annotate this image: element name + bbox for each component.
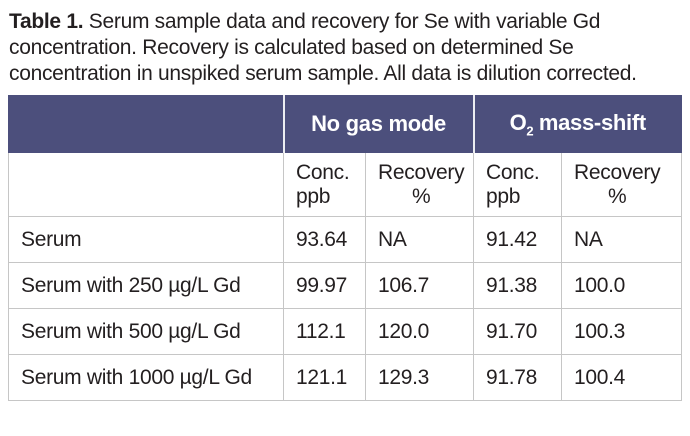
cell-no-gas-recovery: 129.3 [365,354,474,401]
conc-label-line1: Conc. [296,160,350,184]
group-header-row: No gas mode O2 mass-shift [8,95,683,153]
o2-symbol: O [509,109,527,135]
recovery-label-line2: % [411,184,431,208]
table-caption: Table 1. Serum sample data and recovery … [0,0,662,87]
table-caption-text: Serum sample data and recovery for Se wi… [9,10,637,85]
cell-o2-conc: 91.42 [473,216,562,263]
table-row: Serum 93.64 NA 91.42 NA [8,216,683,263]
row-label: Serum with 250 µg/L Gd [8,262,284,309]
cell-no-gas-recovery: 106.7 [365,262,474,309]
table-row: Serum with 250 µg/L Gd 99.97 106.7 91.38… [8,262,683,309]
row-label: Serum [8,216,284,263]
conc-label-line2: ppb [296,184,331,208]
subheader-empty-cell [8,152,284,217]
subheader-o2-recovery: Recovery% [560,152,683,217]
row-label: Serum with 500 µg/L Gd [8,308,284,355]
group-header-o2-mass-shift: O2 mass-shift [472,95,683,153]
subheader-o2-conc: Conc. ppb [473,152,562,217]
cell-no-gas-conc: 121.1 [283,354,366,401]
cell-o2-conc: 91.70 [473,308,562,355]
conc-label-line2: ppb [486,184,521,208]
cell-no-gas-conc: 99.97 [283,262,366,309]
recovery-label-line1: Recovery [574,160,661,184]
o2-mass-shift-label: mass-shift [538,109,646,135]
cell-no-gas-conc: 112.1 [283,308,366,355]
subheader-no-gas-conc: Conc. ppb [283,152,366,217]
recovery-label-line1: Recovery [378,160,465,184]
o2-subscript: 2 [526,123,534,139]
cell-o2-conc: 91.38 [473,262,562,309]
conc-label-line1: Conc. [486,160,540,184]
group-header-no-gas-mode: No gas mode [282,95,474,153]
group-header-empty-cell [8,95,284,153]
recovery-label-line2: % [607,184,627,208]
subheader-row: Conc. ppb Recovery% Conc. ppb Recovery% [8,152,683,217]
table-row: Serum with 1000 µg/L Gd 121.1 129.3 91.7… [8,354,683,401]
subheader-no-gas-recovery: Recovery% [365,152,474,217]
cell-o2-recovery: 100.0 [560,262,683,309]
cell-o2-recovery: 100.3 [560,308,683,355]
cell-o2-recovery: NA [560,216,683,263]
table-caption-label: Table 1. [9,10,84,33]
group-header-no-gas-label: No gas mode [311,111,446,136]
table-row: Serum with 500 µg/L Gd 112.1 120.0 91.70… [8,308,683,355]
cell-no-gas-recovery: NA [365,216,474,263]
cell-o2-conc: 91.78 [473,354,562,401]
cell-no-gas-recovery: 120.0 [365,308,474,355]
cell-o2-recovery: 100.4 [560,354,683,401]
cell-no-gas-conc: 93.64 [283,216,366,263]
serum-data-table: No gas mode O2 mass-shift Conc. ppb Recove… [8,95,683,401]
row-label: Serum with 1000 µg/L Gd [8,354,284,401]
